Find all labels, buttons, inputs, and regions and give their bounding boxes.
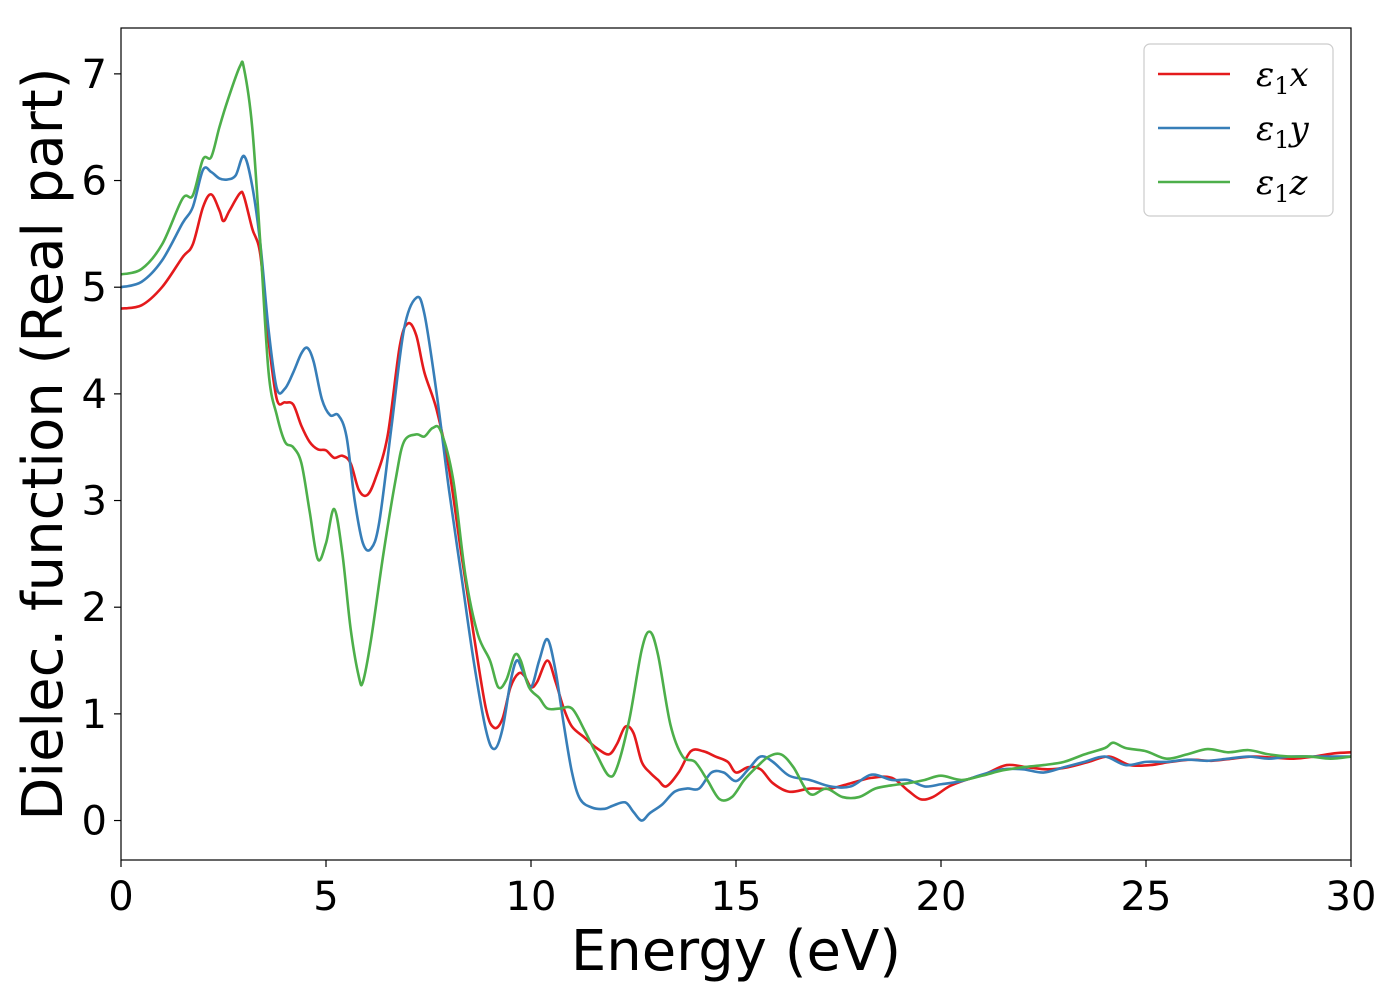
series-line-x <box>121 190 1351 801</box>
x-tick-label: 5 <box>313 874 338 920</box>
x-tick-label: 15 <box>711 874 762 920</box>
series-line-y <box>121 154 1351 822</box>
y-tick-label: 1 <box>82 692 107 738</box>
y-tick-label: 5 <box>82 265 107 311</box>
y-tick-label: 0 <box>82 799 107 845</box>
x-tick-label: 30 <box>1326 874 1377 920</box>
axes-layer: 0 5 10 15 20 25 30 0 1 2 3 4 5 6 7 <box>82 27 1377 920</box>
legend-label-y: ε1y <box>1256 109 1310 154</box>
x-tick-label: 25 <box>1121 874 1172 920</box>
series-layer <box>121 60 1351 822</box>
legend-label-z: ε1z <box>1256 163 1309 208</box>
legend-box <box>1143 43 1334 217</box>
x-tick-label: 20 <box>916 874 967 920</box>
x-axis-label: Energy (eV) <box>571 919 901 984</box>
y-tick-label: 7 <box>82 52 107 98</box>
x-tick-label: 0 <box>108 874 133 920</box>
y-tick-label: 2 <box>82 585 107 631</box>
y-tick-label: 3 <box>82 479 107 525</box>
y-axis-label: Dielec. function (Real part) <box>11 67 76 820</box>
legend-label-x: ε1x <box>1256 55 1309 100</box>
x-tick-label: 10 <box>506 874 557 920</box>
legend: ε1x ε1y ε1z <box>1143 43 1334 217</box>
series-line-z <box>121 60 1351 802</box>
y-tick-label: 4 <box>82 372 107 418</box>
y-tick-label: 6 <box>82 159 107 205</box>
